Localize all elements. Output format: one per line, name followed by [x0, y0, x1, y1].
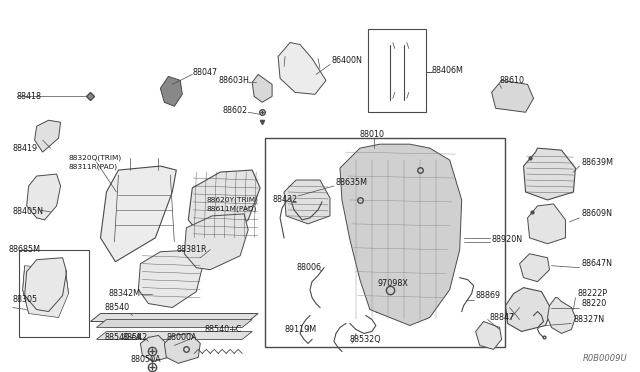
- Polygon shape: [161, 76, 182, 106]
- Text: 88540+A: 88540+A: [104, 333, 141, 342]
- Text: 88532Q: 88532Q: [350, 335, 381, 344]
- Text: 88320Q(TRIM): 88320Q(TRIM): [68, 155, 122, 161]
- Text: 88220: 88220: [581, 299, 607, 308]
- Text: 88611M(PAD): 88611M(PAD): [206, 206, 257, 212]
- Text: 88050A: 88050A: [131, 355, 161, 364]
- Text: 88010: 88010: [360, 130, 385, 139]
- Polygon shape: [22, 266, 68, 318]
- Text: 88540+C: 88540+C: [204, 325, 242, 334]
- Bar: [376, 272, 432, 311]
- Text: 88603H: 88603H: [218, 76, 249, 85]
- Bar: [19, 250, 88, 337]
- Polygon shape: [492, 80, 534, 112]
- Bar: [368, 29, 426, 112]
- Text: 88635M: 88635M: [336, 177, 368, 186]
- Text: 88620Y(TRIM): 88620Y(TRIM): [206, 197, 259, 203]
- Polygon shape: [35, 120, 61, 152]
- Polygon shape: [506, 288, 552, 331]
- Polygon shape: [164, 333, 200, 363]
- Polygon shape: [278, 42, 326, 94]
- Text: 88847: 88847: [490, 313, 515, 322]
- Polygon shape: [252, 74, 272, 102]
- Text: 88000A: 88000A: [166, 333, 197, 342]
- Text: 88405N: 88405N: [13, 208, 44, 217]
- Text: 88920N: 88920N: [492, 235, 523, 244]
- Polygon shape: [140, 336, 168, 361]
- Polygon shape: [100, 166, 176, 262]
- Text: 88381R: 88381R: [176, 245, 207, 254]
- Polygon shape: [476, 321, 502, 349]
- Text: R0B0009U: R0B0009U: [582, 355, 627, 363]
- Text: 88610: 88610: [500, 76, 525, 85]
- Text: 88047: 88047: [192, 68, 218, 77]
- Text: 88327N: 88327N: [573, 315, 605, 324]
- Polygon shape: [97, 320, 252, 327]
- Text: 88006: 88006: [296, 263, 321, 272]
- Text: 88869: 88869: [476, 291, 500, 300]
- Text: 89119M: 89119M: [284, 325, 316, 334]
- Polygon shape: [90, 314, 258, 321]
- Polygon shape: [284, 180, 330, 224]
- Polygon shape: [27, 174, 61, 220]
- Text: 88419: 88419: [13, 144, 38, 153]
- Text: 88432: 88432: [272, 195, 297, 205]
- Polygon shape: [524, 148, 575, 200]
- Polygon shape: [25, 258, 67, 311]
- Bar: [265, 138, 504, 347]
- Polygon shape: [97, 331, 252, 339]
- Polygon shape: [188, 170, 260, 238]
- Text: 88639M: 88639M: [581, 158, 613, 167]
- Text: 88609N: 88609N: [581, 209, 612, 218]
- Polygon shape: [520, 254, 550, 282]
- Polygon shape: [547, 298, 575, 333]
- Text: 88305: 88305: [13, 295, 38, 304]
- Text: 88222P: 88222P: [577, 289, 607, 298]
- Text: 88540: 88540: [104, 303, 129, 312]
- Text: 88602: 88602: [222, 106, 247, 115]
- Text: 88342M: 88342M: [108, 289, 140, 298]
- Text: 88647N: 88647N: [581, 259, 612, 268]
- Polygon shape: [138, 250, 202, 308]
- Text: 88418: 88418: [17, 92, 42, 101]
- Polygon shape: [184, 214, 248, 270]
- Text: 88685M: 88685M: [9, 245, 41, 254]
- Text: 88406M: 88406M: [432, 66, 463, 75]
- Polygon shape: [527, 204, 566, 244]
- Text: 88542: 88542: [122, 333, 148, 342]
- Text: 97098X: 97098X: [378, 279, 409, 288]
- Text: 88311R(PAD): 88311R(PAD): [68, 164, 118, 170]
- Polygon shape: [340, 144, 461, 326]
- Text: 86400N: 86400N: [332, 56, 363, 65]
